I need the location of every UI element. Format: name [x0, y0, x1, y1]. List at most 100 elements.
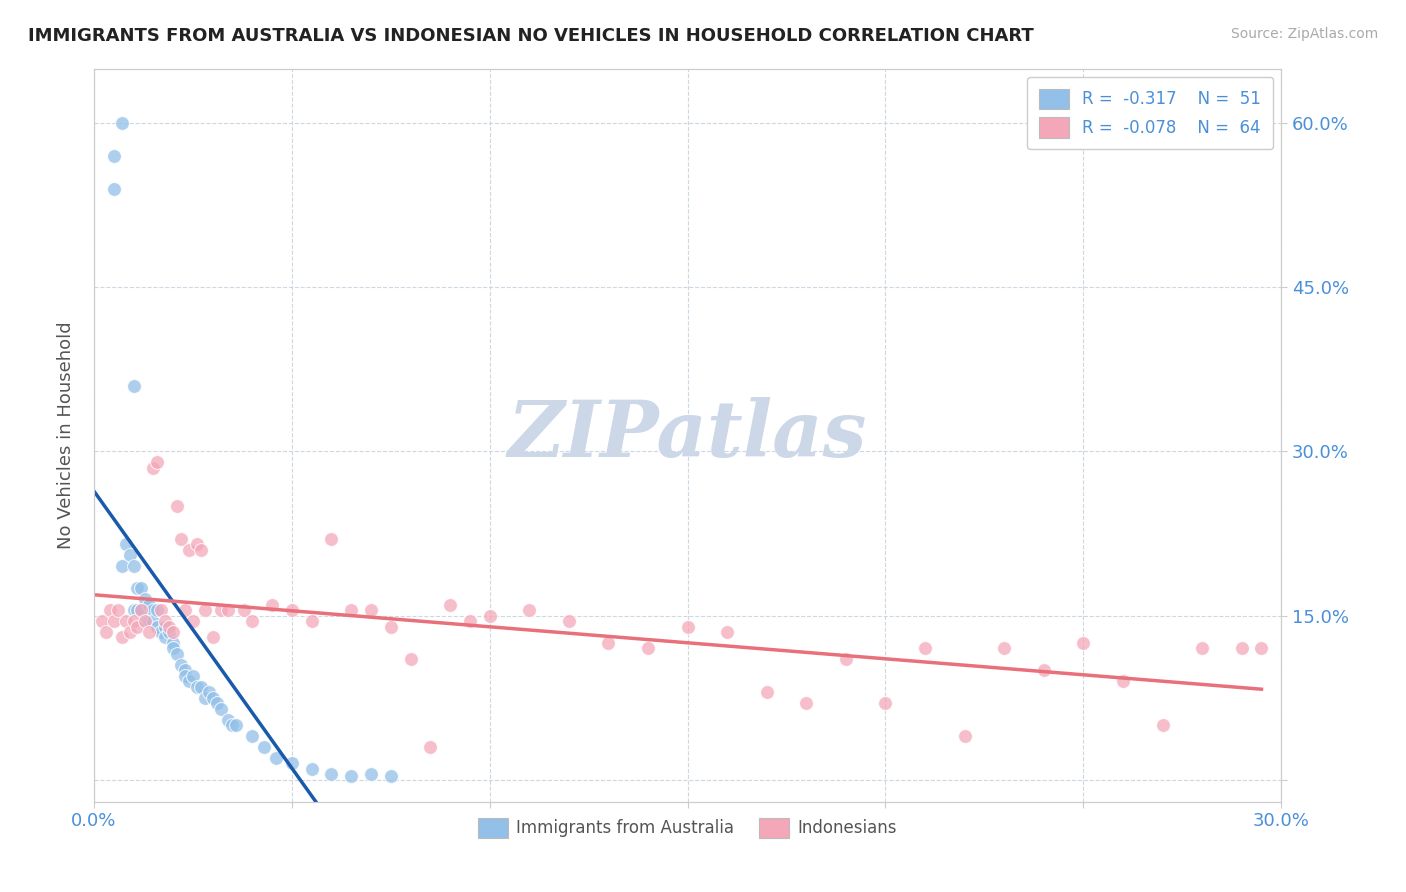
Point: [281, 756, 304, 771]
Point: [131, 603, 153, 617]
Legend: Immigrants from Australia, Indonesians: Immigrants from Australia, Indonesians: [471, 811, 904, 845]
Point: [122, 559, 145, 574]
Point: [150, 625, 173, 640]
Point: [914, 641, 936, 656]
Point: [240, 729, 263, 743]
Point: [637, 641, 659, 656]
Point: [197, 685, 219, 699]
Point: [142, 461, 165, 475]
Point: [174, 669, 197, 683]
Point: [755, 685, 778, 699]
Point: [103, 614, 125, 628]
Point: [1152, 718, 1174, 732]
Point: [127, 603, 149, 617]
Point: [111, 559, 134, 574]
Point: [153, 619, 176, 633]
Point: [439, 598, 461, 612]
Point: [190, 543, 212, 558]
Point: [835, 652, 858, 666]
Point: [170, 532, 193, 546]
Text: Source: ZipAtlas.com: Source: ZipAtlas.com: [1230, 27, 1378, 41]
Point: [1230, 641, 1253, 656]
Point: [134, 614, 156, 628]
Point: [166, 647, 188, 661]
Point: [194, 690, 217, 705]
Point: [153, 614, 176, 628]
Point: [127, 619, 149, 633]
Point: [218, 603, 240, 617]
Point: [162, 641, 184, 656]
Point: [162, 625, 184, 640]
Point: [170, 657, 193, 672]
Point: [122, 614, 145, 628]
Point: [146, 603, 169, 617]
Point: [1250, 641, 1272, 656]
Point: [138, 598, 160, 612]
Point: [205, 696, 228, 710]
Point: [94, 625, 117, 640]
Point: [186, 537, 208, 551]
Point: [380, 769, 402, 783]
Point: [103, 149, 125, 163]
Point: [157, 625, 180, 640]
Point: [174, 663, 197, 677]
Point: [260, 598, 283, 612]
Point: [201, 690, 224, 705]
Point: [118, 549, 141, 563]
Point: [993, 641, 1015, 656]
Point: [240, 614, 263, 628]
Point: [118, 625, 141, 640]
Point: [340, 769, 363, 783]
Point: [209, 701, 232, 715]
Point: [264, 751, 287, 765]
Point: [1032, 663, 1054, 677]
Point: [953, 729, 976, 743]
Point: [111, 631, 134, 645]
Point: [558, 614, 581, 628]
Point: [517, 603, 540, 617]
Point: [1112, 674, 1135, 689]
Point: [875, 696, 897, 710]
Point: [142, 614, 165, 628]
Point: [153, 631, 176, 645]
Point: [321, 767, 343, 781]
Point: [253, 739, 276, 754]
Point: [1073, 636, 1095, 650]
Point: [233, 603, 256, 617]
Point: [186, 680, 208, 694]
Point: [134, 614, 156, 628]
Point: [716, 625, 738, 640]
Point: [301, 762, 323, 776]
Point: [177, 674, 200, 689]
Point: [142, 603, 165, 617]
Point: [360, 603, 382, 617]
Point: [131, 581, 153, 595]
Point: [98, 603, 121, 617]
Point: [174, 603, 197, 617]
Point: [281, 603, 304, 617]
Point: [162, 636, 184, 650]
Point: [380, 619, 402, 633]
Point: [399, 652, 422, 666]
Y-axis label: No Vehicles in Household: No Vehicles in Household: [58, 321, 75, 549]
Point: [131, 603, 153, 617]
Point: [190, 680, 212, 694]
Point: [122, 603, 145, 617]
Point: [107, 603, 129, 617]
Point: [194, 603, 217, 617]
Point: [794, 696, 817, 710]
Point: [1191, 641, 1213, 656]
Point: [127, 581, 149, 595]
Point: [103, 182, 125, 196]
Point: [225, 718, 247, 732]
Point: [360, 767, 382, 781]
Point: [150, 603, 173, 617]
Point: [138, 625, 160, 640]
Point: [676, 619, 699, 633]
Point: [114, 614, 136, 628]
Point: [157, 619, 180, 633]
Text: IMMIGRANTS FROM AUSTRALIA VS INDONESIAN NO VEHICLES IN HOUSEHOLD CORRELATION CHA: IMMIGRANTS FROM AUSTRALIA VS INDONESIAN …: [28, 27, 1033, 45]
Point: [321, 532, 343, 546]
Point: [221, 718, 243, 732]
Point: [146, 455, 169, 469]
